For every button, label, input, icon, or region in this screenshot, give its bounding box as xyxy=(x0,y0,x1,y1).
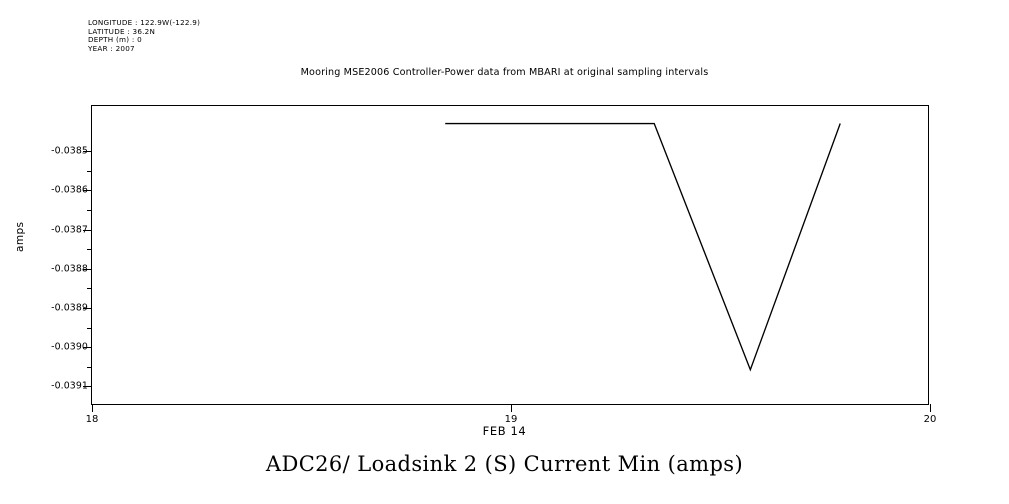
y-axis-tick-label: -0.0387 xyxy=(51,224,88,236)
y-axis-minor-tick xyxy=(87,170,92,172)
figure-caption: ADC26/ Loadsink 2 (S) Current Min (amps) xyxy=(265,452,744,476)
metadata-year: YEAR : 2007 xyxy=(88,43,135,53)
station-metadata: LONGITUDE : 122.9W(-122.9) LATITUDE : 36… xyxy=(88,18,201,53)
x-axis-tick-label: 18 xyxy=(85,414,99,425)
y-axis-minor-tick xyxy=(87,288,92,290)
y-axis-minor-tick xyxy=(87,249,92,251)
y-axis-tick-label: -0.0391 xyxy=(51,380,88,392)
metadata-depth: DEPTH (m) : 0 xyxy=(88,35,142,45)
y-axis-tick xyxy=(83,307,92,309)
y-axis-tick-label: -0.0385 xyxy=(51,145,88,157)
metadata-latitude: LATITUDE : 36.2N xyxy=(88,26,156,36)
x-axis-tick-label: 20 xyxy=(923,414,937,425)
y-axis-tick xyxy=(83,151,92,153)
y-axis-minor-tick xyxy=(87,209,92,211)
y-axis-tick xyxy=(83,347,92,349)
y-axis-tick xyxy=(83,229,92,231)
data-series-line xyxy=(445,124,840,370)
y-axis-label: amps xyxy=(14,221,26,252)
chart-title: Mooring MSE2006 Controller-Power data fr… xyxy=(300,67,709,78)
x-axis-tick xyxy=(511,404,512,412)
y-axis-minor-tick xyxy=(87,327,92,329)
y-axis-tick-label: -0.0390 xyxy=(51,341,88,353)
y-axis-tick-label: -0.0389 xyxy=(51,302,88,314)
data-line-svg xyxy=(92,106,928,404)
x-axis-tick-label: 19 xyxy=(504,414,518,425)
plot-area: -0.0385 -0.0386 -0.0387 -0.0388 -0.0389 -0.03… xyxy=(51,105,936,425)
x-axis-tick xyxy=(930,404,931,412)
x-axis-label: FEB 14 xyxy=(482,424,527,438)
y-axis-minor-tick xyxy=(87,366,92,368)
y-axis-tick xyxy=(83,386,92,388)
y-axis-tick-label: -0.0388 xyxy=(51,263,88,275)
y-axis-tick-label: -0.0386 xyxy=(51,184,88,196)
x-axis-tick xyxy=(92,404,93,412)
y-axis-tick xyxy=(83,190,92,192)
metadata-longitude: LONGITUDE : 122.9W(-122.9) xyxy=(88,18,201,27)
y-axis-tick xyxy=(83,268,92,270)
